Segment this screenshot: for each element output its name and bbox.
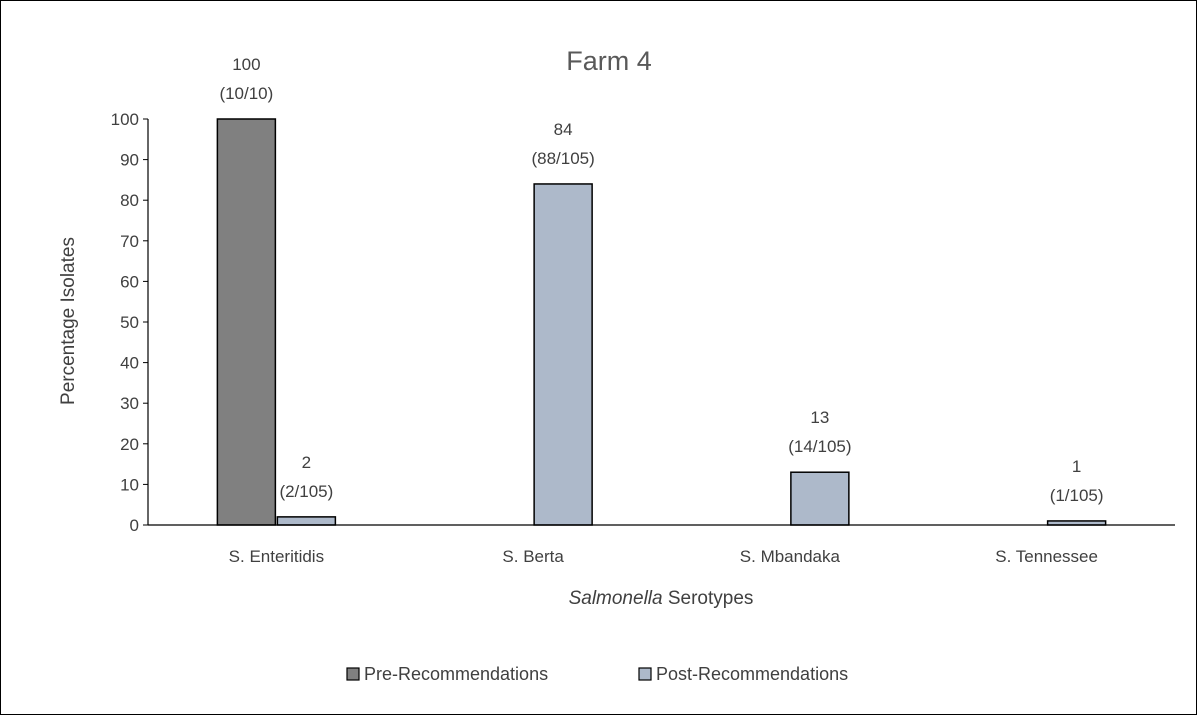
x-axis-title-italic: Salmonella — [569, 588, 663, 609]
y-tick-label: 100 — [111, 110, 139, 129]
y-tick-label: 90 — [120, 151, 139, 170]
data-label-value: 13 — [810, 408, 829, 427]
data-label-fraction: (1/105) — [1050, 486, 1104, 505]
x-tick-label: S. Berta — [502, 547, 564, 566]
data-label-value: 100 — [232, 55, 260, 74]
legend-swatch-pre — [346, 667, 360, 681]
x-tick-label: S. Enteritidis — [229, 547, 324, 566]
data-label-fraction: (14/105) — [788, 437, 851, 456]
bar-post — [1046, 520, 1107, 526]
y-tick-label: 30 — [120, 394, 139, 413]
y-tick-label: 60 — [120, 272, 139, 291]
data-label-fraction: (88/105) — [531, 149, 594, 168]
x-axis-title: Salmonella Serotypes — [569, 588, 754, 609]
y-tick-label: 50 — [120, 313, 139, 332]
y-tick-label: 0 — [130, 516, 139, 535]
bar-post — [533, 183, 593, 526]
bar-post — [276, 516, 337, 526]
legend-label-pre: Pre-Recommendations — [364, 664, 548, 684]
x-axis-title-rest: Serotypes — [663, 588, 754, 609]
data-label-fraction: (2/105) — [279, 482, 333, 501]
y-axis-ticks: 0 10 20 30 40 50 60 70 80 90 100 — [111, 110, 148, 535]
bars — [216, 118, 1107, 526]
x-tick-label: S. Tennessee — [995, 547, 1098, 566]
bar-pre — [216, 118, 277, 526]
y-tick-label: 10 — [120, 475, 139, 494]
data-label-value: 1 — [1072, 457, 1081, 476]
data-label-value: 2 — [302, 453, 311, 472]
legend-label-post: Post-Recommendations — [656, 664, 848, 684]
legend: Pre-Recommendations Post-Recommendations — [346, 664, 848, 684]
bar-post — [790, 471, 850, 526]
legend-swatch-post — [638, 667, 652, 681]
data-label-fraction: (10/10) — [219, 84, 273, 103]
y-axis-title: Percentage Isolates — [58, 237, 79, 405]
x-axis-tick-labels: S. Enteritidis S. Berta S. Mbandaka S. Tenn… — [229, 547, 1098, 566]
chart-title: Farm 4 — [566, 46, 652, 76]
y-tick-label: 20 — [120, 435, 139, 454]
y-tick-label: 70 — [120, 232, 139, 251]
data-label-value: 84 — [554, 120, 573, 139]
data-labels: 100 (10/10) 2 (2/105) 84 (88/105) 13 (14/105) 1 (… — [219, 55, 1103, 505]
y-tick-label: 80 — [120, 191, 139, 210]
y-tick-label: 40 — [120, 354, 139, 373]
x-tick-label: S. Mbandaka — [740, 547, 841, 566]
